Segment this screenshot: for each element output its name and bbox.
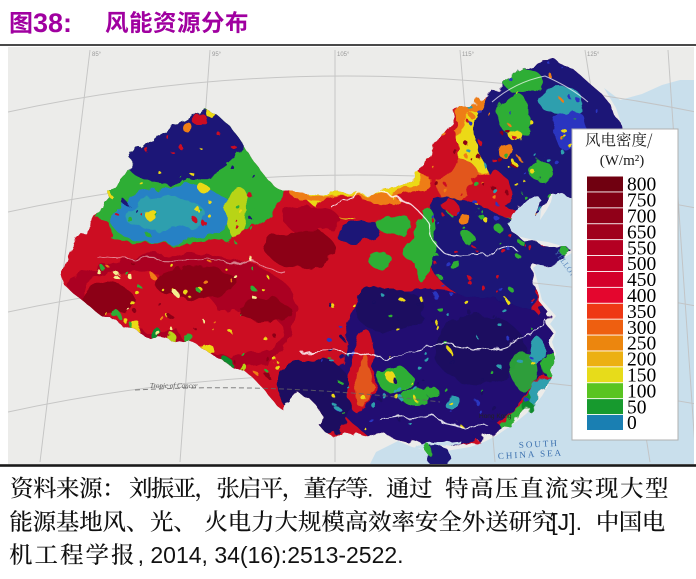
svg-text:750: 750	[627, 191, 656, 212]
svg-text:550: 550	[627, 238, 656, 259]
svg-text:350: 350	[627, 302, 656, 323]
svg-text:800: 800	[627, 175, 656, 196]
svg-text:CHINA SEA: CHINA SEA	[498, 448, 564, 461]
svg-text:125°: 125°	[587, 52, 600, 58]
svg-text:400: 400	[627, 286, 656, 307]
svg-text:700: 700	[627, 207, 656, 228]
svg-text:115°: 115°	[462, 52, 475, 58]
svg-text:SOUTH: SOUTH	[519, 438, 559, 450]
svg-text:100: 100	[627, 381, 656, 402]
svg-text:85°: 85°	[92, 52, 102, 58]
svg-text:500: 500	[627, 254, 656, 275]
svg-text:300: 300	[627, 318, 656, 339]
svg-text:[J].: [J].	[551, 509, 582, 535]
svg-text:200: 200	[627, 350, 656, 371]
svg-text:95°: 95°	[212, 52, 222, 58]
svg-text:(W/m²): (W/m²)	[600, 153, 644, 169]
svg-text:Hong Kong: Hong Kong	[479, 413, 512, 420]
svg-text:.: .	[367, 476, 373, 502]
svg-text:38:: 38:	[33, 8, 72, 38]
svg-text:Tropic of Cancer: Tropic of Cancer	[150, 382, 198, 390]
svg-text:250: 250	[627, 334, 656, 355]
svg-text:0: 0	[627, 413, 637, 434]
svg-text:105°: 105°	[337, 52, 350, 58]
svg-text:650: 650	[627, 222, 656, 243]
svg-text:, 2014, 34(16):2513-2522.: , 2014, 34(16):2513-2522.	[138, 542, 404, 568]
svg-text:50: 50	[627, 397, 647, 418]
svg-text:450: 450	[627, 270, 656, 291]
svg-text:150: 150	[627, 366, 656, 387]
